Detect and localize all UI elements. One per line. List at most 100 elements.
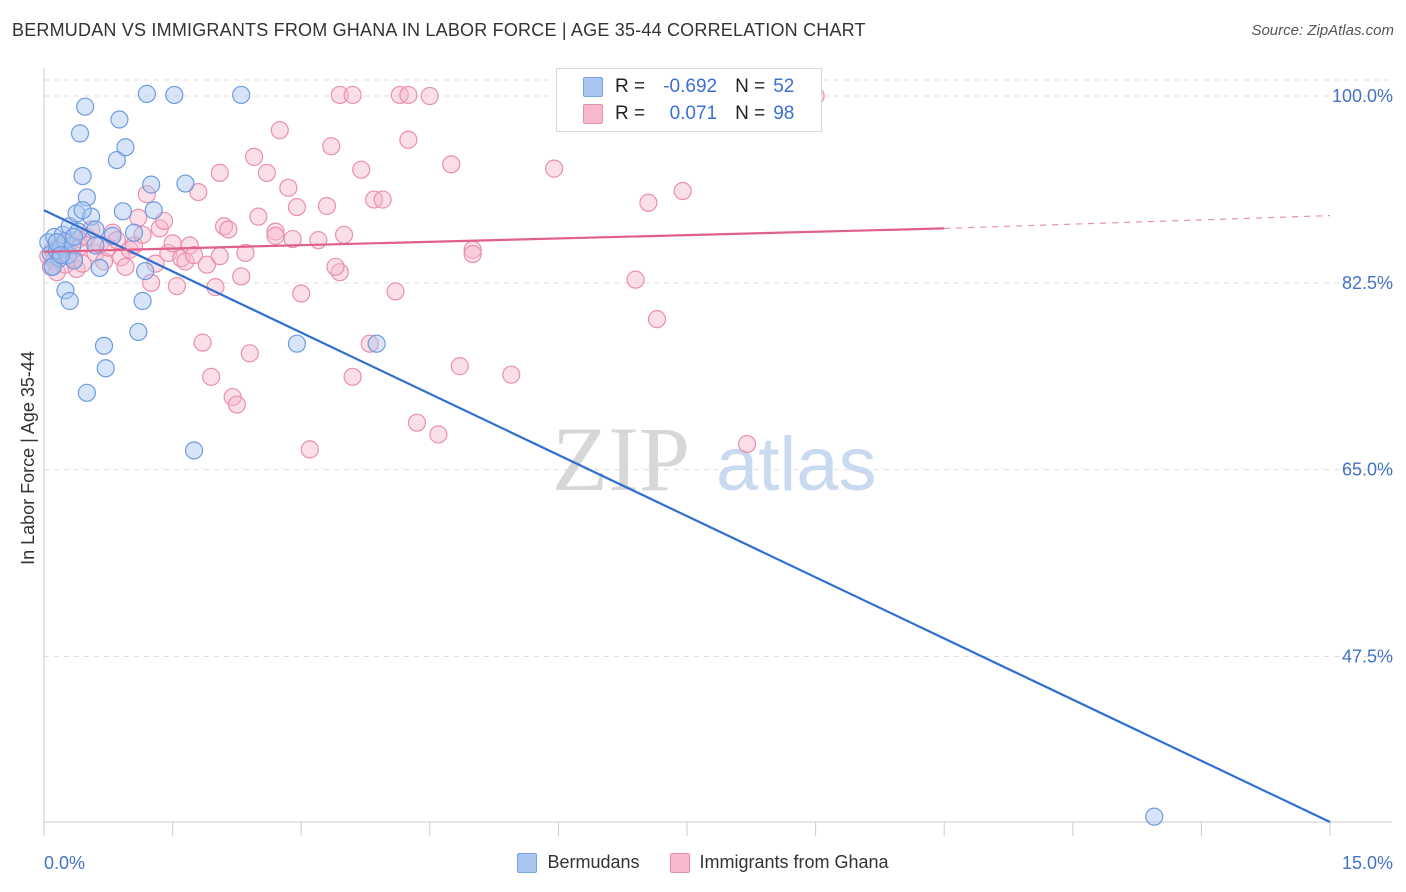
series-swatch-blue bbox=[517, 852, 538, 873]
data-point-ghana bbox=[210, 247, 229, 266]
data-point-bermudan bbox=[136, 262, 155, 281]
data-point-ghana bbox=[210, 163, 229, 182]
data-point-ghana bbox=[450, 357, 469, 376]
x-tick-label: 15.0% bbox=[1342, 853, 1393, 873]
data-point-ghana bbox=[647, 310, 667, 329]
series-legend-bermudans[interactable]: Bermudans bbox=[517, 852, 640, 873]
data-point-bermudan bbox=[137, 84, 156, 103]
trend-line-bermudans bbox=[43, 209, 1331, 823]
data-point-ghana bbox=[300, 440, 319, 459]
y-tick-label: 47.5% bbox=[1342, 647, 1393, 667]
source-label: Source: ZipAtlas.com bbox=[1251, 22, 1394, 39]
data-point-bermudan bbox=[124, 223, 144, 242]
data-point-bermudan bbox=[133, 291, 152, 311]
legend-n-label: N = bbox=[735, 76, 766, 97]
data-point-bermudan bbox=[73, 201, 92, 220]
tick-labels: 47.5% 65.0% 82.5% 100.0% 0.0% 15.0% bbox=[44, 86, 1393, 873]
trend-line-ghana bbox=[43, 227, 945, 253]
data-point-ghana bbox=[116, 257, 135, 276]
legend-row-ghana: R = 0.071 N = 98 bbox=[583, 101, 794, 127]
data-point-ghana bbox=[266, 226, 285, 245]
data-point-ghana bbox=[737, 434, 757, 454]
series-swatch-pink bbox=[669, 852, 690, 873]
data-point-ghana bbox=[287, 197, 307, 217]
data-point-ghana bbox=[673, 181, 692, 201]
x-tick-label: 0.0% bbox=[44, 853, 85, 873]
data-point-ghana bbox=[399, 85, 418, 105]
legend-row-bermudans: R = -0.692 N = 52 bbox=[583, 74, 794, 100]
data-point-bermudan bbox=[129, 322, 148, 342]
data-point-ghana bbox=[639, 193, 658, 212]
data-point-bermudan bbox=[367, 334, 386, 353]
series-label-bermudans: Bermudans bbox=[547, 852, 640, 872]
data-point-ghana bbox=[309, 231, 328, 250]
data-point-ghana bbox=[142, 273, 161, 292]
data-point-ghana bbox=[322, 137, 341, 156]
data-point-bermudan bbox=[142, 175, 161, 194]
legend-r-value-pink: 0.071 bbox=[669, 103, 718, 124]
data-point-bermudan bbox=[113, 202, 132, 221]
data-point-ghana bbox=[407, 413, 427, 432]
trend-lines bbox=[43, 209, 1331, 823]
data-point-bermudan bbox=[64, 227, 84, 247]
data-point-ghana bbox=[232, 267, 251, 286]
data-point-bermudan bbox=[77, 383, 96, 402]
data-point-bermudan bbox=[165, 85, 184, 105]
data-point-ghana bbox=[463, 244, 482, 264]
data-point-bermudan bbox=[176, 174, 195, 193]
series-legend-ghana[interactable]: Immigrants from Ghana bbox=[669, 852, 889, 873]
data-point-bermudan bbox=[1145, 807, 1164, 826]
blue-points bbox=[39, 84, 1164, 826]
y-tick-label: 82.5% bbox=[1342, 273, 1393, 293]
data-point-bermudan bbox=[60, 291, 79, 311]
data-point-ghana bbox=[420, 86, 439, 106]
data-point-ghana bbox=[236, 243, 255, 263]
data-point-ghana bbox=[386, 282, 405, 301]
chart-title: BERMUDAN VS IMMIGRANTS FROM GHANA IN LAB… bbox=[12, 20, 866, 40]
data-point-bermudan bbox=[90, 258, 109, 278]
data-point-ghana bbox=[227, 395, 246, 414]
data-point-bermudan bbox=[70, 124, 90, 143]
data-point-ghana bbox=[167, 276, 186, 296]
watermark: ZIP atlas bbox=[552, 408, 877, 510]
data-point-bermudan bbox=[287, 334, 307, 353]
series-label-ghana: Immigrants from Ghana bbox=[699, 852, 889, 872]
watermark-atlas: atlas bbox=[716, 422, 877, 507]
data-point-bermudan bbox=[110, 110, 129, 129]
data-point-ghana bbox=[193, 333, 212, 352]
y-axis-label: In Labor Force | Age 35-44 bbox=[18, 351, 38, 565]
data-point-ghana bbox=[189, 183, 208, 202]
data-point-ghana bbox=[202, 367, 221, 386]
data-point-ghana bbox=[626, 270, 645, 289]
legend-r-label: R = bbox=[615, 76, 646, 97]
data-point-ghana bbox=[137, 185, 156, 204]
data-point-bermudan bbox=[76, 97, 95, 116]
data-point-ghana bbox=[334, 225, 354, 244]
data-point-ghana bbox=[257, 163, 277, 182]
data-point-ghana bbox=[249, 207, 268, 226]
legend-n-value-blue: 52 bbox=[773, 76, 795, 97]
data-point-ghana bbox=[206, 278, 225, 297]
legend-r-label: R = bbox=[615, 103, 646, 124]
legend-r-value-blue: -0.692 bbox=[663, 76, 718, 97]
legend-swatch-blue bbox=[583, 77, 603, 97]
data-point-bermudan bbox=[56, 281, 75, 300]
data-point-ghana bbox=[330, 85, 349, 105]
legend-n-label: N = bbox=[735, 103, 766, 124]
data-point-ghana bbox=[442, 155, 461, 174]
data-point-bermudan bbox=[52, 245, 71, 265]
data-point-ghana bbox=[352, 160, 371, 179]
data-point-ghana bbox=[197, 255, 216, 274]
data-point-ghana bbox=[343, 367, 362, 386]
series-legend: Bermudans Immigrants from Ghana bbox=[0, 852, 1406, 873]
y-tick-label: 100.0% bbox=[1332, 86, 1393, 106]
watermark-zip: ZIP bbox=[552, 408, 690, 510]
data-point-ghana bbox=[184, 245, 204, 265]
data-point-bermudan bbox=[73, 166, 92, 186]
data-point-bermudan bbox=[232, 85, 251, 105]
data-point-bermudan bbox=[184, 441, 204, 460]
data-point-ghana bbox=[429, 425, 448, 444]
data-point-ghana bbox=[240, 344, 259, 363]
data-point-ghana bbox=[129, 208, 148, 227]
